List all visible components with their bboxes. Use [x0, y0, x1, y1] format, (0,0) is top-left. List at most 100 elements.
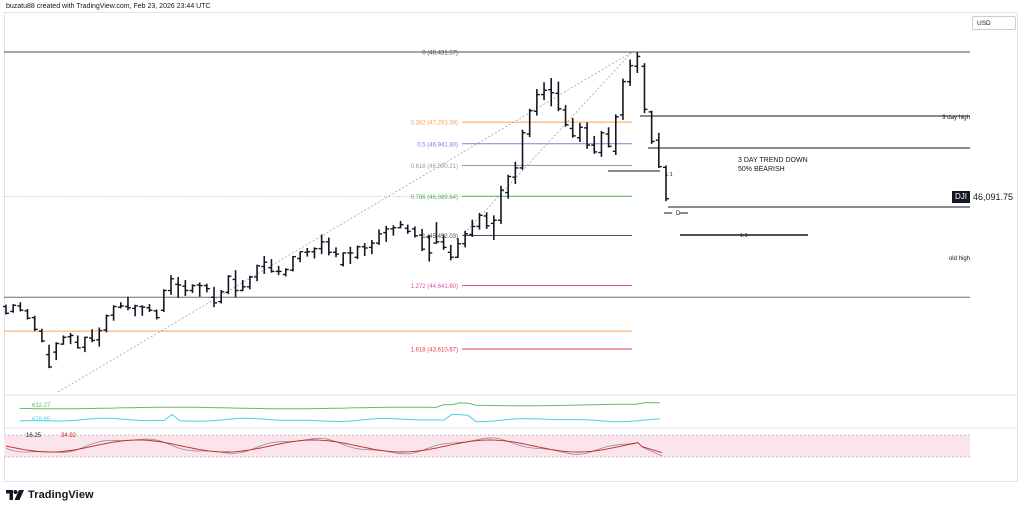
- ohlc-bar: [67, 333, 74, 345]
- ohlc-bar: [110, 305, 117, 321]
- price-tag: DJI 46,091.75: [952, 191, 1017, 203]
- ohlc-bar: [605, 127, 612, 148]
- ohlc-bar: [189, 284, 196, 293]
- ohlc-bar: [211, 286, 218, 308]
- fib-trend-dashed-line: [461, 51, 633, 237]
- ohlc-bar: [46, 344, 53, 369]
- ohlc-bar: [10, 304, 17, 313]
- ohlc-bar: [376, 229, 383, 245]
- green-indicator-value: 632.27: [32, 403, 51, 409]
- fib-level-label: 1.618 (43,610.67): [411, 348, 458, 354]
- ohlc-bar: [38, 328, 45, 343]
- ohlc-bar: [232, 270, 239, 298]
- ohlc-bar: [390, 225, 397, 236]
- stochastic-k-value: 16.25: [26, 433, 42, 439]
- ratio-label: 1:1: [665, 172, 673, 178]
- ohlc-bar: [340, 252, 347, 267]
- ohlc-bar: [404, 224, 411, 234]
- ohlc-bar: [153, 309, 160, 320]
- ohlc-bar: [318, 234, 325, 255]
- ohlc-bar: [462, 230, 469, 248]
- tradingview-logo-text: TradingView: [28, 489, 94, 501]
- ohlc-bar: [225, 275, 232, 295]
- fib-level-label: 0.618 (46,590.21): [411, 164, 458, 170]
- tradingview-logo-icon: [6, 490, 24, 500]
- ohlc-bar: [196, 282, 203, 297]
- fib-level-label: 0.5 (46,941.80): [417, 142, 458, 148]
- fib-trend-dashed-line: [57, 51, 633, 393]
- ohlc-bar: [541, 82, 548, 101]
- ohlc-bar: [655, 132, 662, 168]
- stochastic-d-value: 34.92: [61, 433, 77, 439]
- ohlc-bar: [268, 259, 275, 273]
- ohlc-bar: [483, 212, 490, 229]
- ohlc-bar: [555, 81, 562, 112]
- ohlc-bar: [168, 275, 174, 295]
- ohlc-bar: [634, 52, 641, 74]
- ohlc-bar: [89, 329, 96, 343]
- ohlc-bar: [282, 268, 289, 277]
- ohlc-bar: [368, 239, 375, 255]
- currency-button[interactable]: USD: [972, 16, 1016, 30]
- ohlc-bar: [117, 302, 124, 309]
- green-indicator-line: [19, 402, 661, 410]
- ohlc-bar: [182, 280, 189, 297]
- price-tag-value: 46,091.75: [970, 191, 1017, 203]
- price-tag-symbol: DJI: [952, 191, 970, 203]
- ohlc-bar: [3, 304, 9, 315]
- ohlc-bar: [103, 314, 110, 333]
- ratio-label: 1:1: [740, 233, 748, 239]
- ohlc-bar: [203, 283, 210, 293]
- stochastic-d-line: [5, 439, 663, 454]
- ohlc-bar: [533, 89, 540, 116]
- old-high-label: old high: [949, 256, 970, 262]
- chart-frame: [4, 12, 1018, 482]
- trend-annotation-line1: 3 DAY TREND DOWN: [738, 157, 808, 164]
- cyan-indicator-line: [19, 413, 661, 423]
- ohlc-bar: [333, 247, 339, 258]
- ohlc-bar: [160, 289, 167, 313]
- tradingview-logo[interactable]: TradingView: [6, 489, 94, 501]
- ohlc-bar: [81, 336, 88, 353]
- ohlc-bar: [411, 226, 418, 238]
- ohlc-bar: [627, 59, 634, 86]
- ohlc-bar: [17, 302, 24, 312]
- ohlc-bar: [218, 289, 225, 304]
- ohlc-bar: [304, 248, 311, 257]
- ohlc-bar: [526, 108, 533, 138]
- cyan-indicator-value: 676.65: [32, 417, 51, 423]
- ohlc-bar: [146, 304, 153, 313]
- ohlc-bar: [60, 335, 67, 345]
- ohlc-bar: [548, 77, 555, 107]
- ohlc-bar: [505, 174, 512, 199]
- chart-header: buzatu88 created with TradingView.com, F…: [6, 3, 211, 10]
- ohlc-bar: [354, 245, 361, 260]
- ohlc-bar: [24, 308, 31, 320]
- ohlc-bar: [447, 244, 454, 261]
- fib-level-label: 1 (45,452.03): [422, 234, 458, 240]
- ohlc-bar: [397, 220, 404, 229]
- ohlc-bar: [311, 247, 318, 259]
- ohlc-bar: [641, 63, 648, 114]
- ohlc-bar: [663, 165, 669, 202]
- ohlc-bar: [96, 327, 103, 347]
- ohlc-bar: [261, 256, 268, 274]
- ohlc-bar: [591, 135, 598, 154]
- ohlc-bar: [584, 122, 591, 149]
- ohlc-bar: [139, 305, 146, 316]
- ohlc-bar: [254, 264, 261, 282]
- ohlc-bar: [124, 296, 131, 311]
- fib-level-label: 0.786 (46,089.64): [411, 195, 458, 201]
- fib-level-label: 0 (48,431.57): [422, 51, 458, 57]
- ohlc-bar: [239, 280, 246, 292]
- ohlc-bar: [612, 114, 619, 155]
- ohlc-bar: [562, 105, 569, 127]
- ohlc-bar: [476, 212, 483, 230]
- ohlc-bar: [519, 129, 526, 170]
- ohlc-bar: [490, 215, 497, 240]
- ohlc-bar: [619, 78, 626, 120]
- ohlc-bar: [275, 265, 282, 276]
- ohlc-bar: [297, 251, 304, 263]
- ohlc-bar: [246, 275, 253, 290]
- ohlc-bar: [569, 118, 576, 138]
